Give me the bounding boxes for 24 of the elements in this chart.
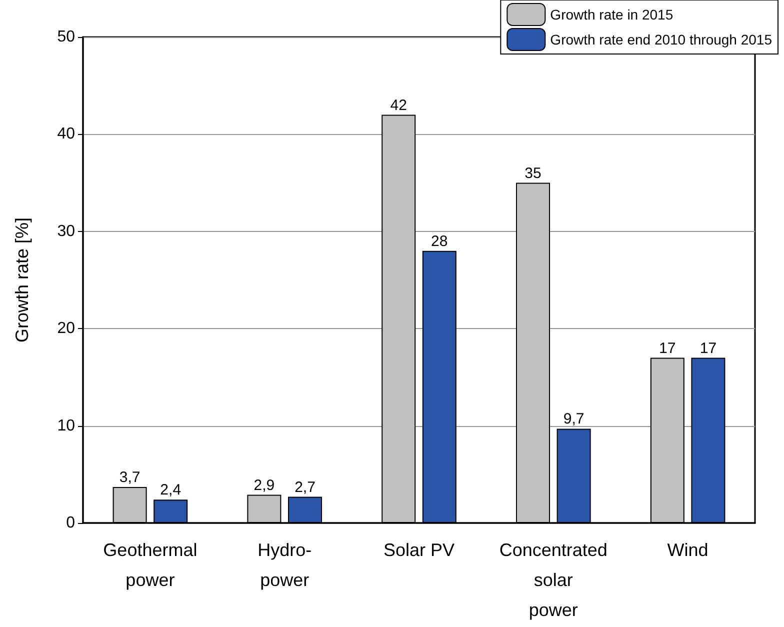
legend-label: Growth rate end 2010 through 2015 <box>550 32 772 48</box>
data-label: 2,4 <box>160 482 182 499</box>
x-tick-label: Wind <box>667 540 708 560</box>
data-label: 42 <box>390 96 407 114</box>
x-tick-label: Geothermal power <box>103 540 198 590</box>
x-tick-label: Hydro- power <box>258 540 312 590</box>
data-label: 17 <box>659 340 676 357</box>
data-label: 9,7 <box>563 410 584 428</box>
y-axis-title: Growth rate [%] <box>12 217 32 343</box>
x-tick-label: Concentrated solar power <box>499 540 608 620</box>
data-label: 3,7 <box>119 469 140 486</box>
data-label: 2,7 <box>294 478 316 496</box>
y-tick-label: 50 <box>57 28 76 46</box>
data-label: 35 <box>524 164 542 182</box>
y-tick-label: 10 <box>57 417 76 434</box>
x-tick-label: Solar PV <box>383 540 455 560</box>
y-tick-label: 20 <box>57 320 76 338</box>
y-tick-label: 30 <box>57 222 76 240</box>
data-label: 2,9 <box>254 476 275 494</box>
data-label: 17 <box>700 340 717 357</box>
y-tick-label: 40 <box>57 126 76 143</box>
data-label: 28 <box>431 232 448 250</box>
legend-label: Growth rate in 2015 <box>550 6 674 22</box>
y-tick-label: 0 <box>66 514 76 532</box>
